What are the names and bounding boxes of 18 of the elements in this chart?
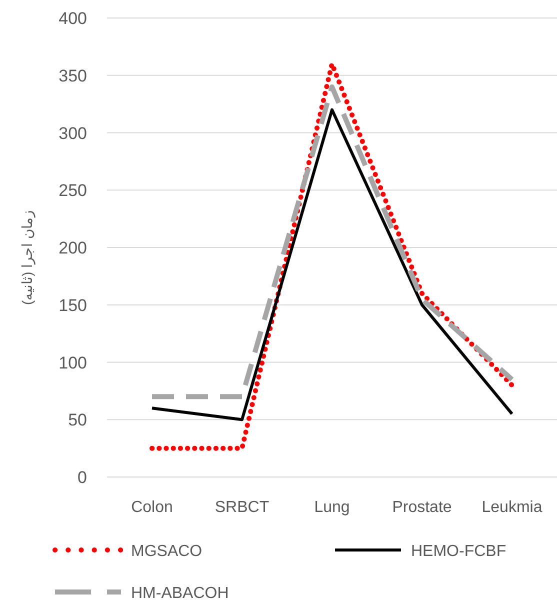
x-tick-label: Leukmia (482, 499, 542, 516)
y-tick-label: 300 (58, 124, 87, 143)
y-tick-label: 400 (58, 9, 87, 28)
y-tick-label: 0 (78, 468, 87, 487)
y-tick-label: 100 (58, 353, 87, 372)
x-tick-label: SRBCT (214, 499, 270, 516)
legend-label: HM-ABACOH (131, 585, 229, 602)
y-tick-label: 150 (58, 296, 87, 315)
x-tick-label: Colon (131, 499, 173, 516)
y-tick-label: 50 (68, 410, 87, 430)
y-tick-label: 200 (58, 238, 87, 258)
legend-label: HEMO-FCBF (411, 543, 506, 560)
legend-label: MGSACO (131, 543, 202, 560)
y-tick-label: 250 (58, 181, 87, 200)
y-axis-title: زمان اجرا (ثانیه) (19, 210, 36, 306)
x-tick-label: Prostate (392, 499, 452, 516)
x-tick-label: Lung (314, 499, 350, 516)
y-tick-label: 350 (58, 66, 87, 86)
